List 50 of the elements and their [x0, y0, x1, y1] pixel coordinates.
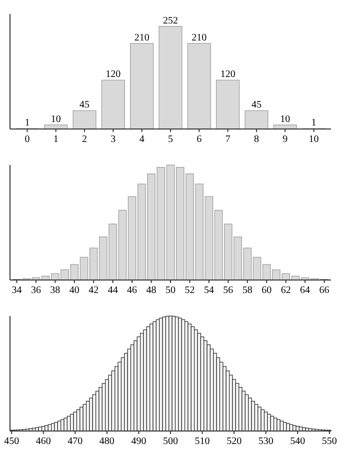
- data-label: 1: [311, 118, 316, 129]
- x-tick-label: 550: [322, 436, 337, 447]
- x-tick-label: 4: [139, 134, 144, 145]
- x-tick-label: 2: [82, 134, 88, 145]
- x-tick-label: 7: [225, 134, 230, 145]
- x-tick-label: 470: [68, 436, 83, 447]
- data-label: 120: [220, 69, 236, 80]
- x-tick-label: 520: [226, 436, 242, 447]
- x-tick-label: 50: [166, 285, 176, 296]
- data-label: 10: [50, 114, 61, 125]
- x-tick-label: 6: [196, 134, 202, 145]
- data-label: 1: [24, 118, 30, 129]
- x-tick-label: 480: [99, 436, 114, 447]
- x-tick-label: 64: [300, 285, 310, 296]
- x-tick-label: 62: [280, 285, 291, 296]
- x-tick-label: 1: [53, 134, 58, 145]
- x-tick-label: 530: [258, 436, 274, 447]
- data-label: 210: [192, 32, 207, 44]
- x-tick-label: 450: [4, 436, 20, 447]
- x-tick-label: 490: [131, 436, 146, 447]
- data-label: 10: [280, 114, 290, 125]
- x-tick-label: 54: [204, 285, 214, 296]
- x-tick-label: 66: [319, 285, 330, 296]
- data-label: 45: [80, 100, 90, 111]
- x-tick-label: 42: [88, 285, 99, 296]
- data-label: 45: [251, 100, 262, 111]
- x-tick-label: 40: [69, 285, 80, 296]
- x-tick-label: 34: [12, 285, 22, 296]
- x-tick-label: 60: [262, 285, 272, 296]
- data-label: 252: [163, 15, 178, 26]
- x-tick-label: 460: [36, 436, 51, 447]
- x-tick-label: 44: [108, 285, 118, 296]
- x-tick-label: 36: [30, 285, 41, 296]
- x-tick-label: 0: [24, 134, 30, 145]
- x-tick-label: 52: [184, 285, 195, 296]
- data-label: 120: [106, 69, 121, 80]
- x-tick-label: 38: [50, 285, 60, 296]
- x-tick-label: 3: [110, 134, 116, 145]
- data-label: 210: [134, 32, 150, 44]
- x-tick-label: 500: [163, 436, 178, 447]
- x-tick-label: 5: [168, 134, 173, 145]
- x-tick-label: 8: [254, 134, 259, 145]
- x-tick-label: 540: [290, 436, 306, 447]
- x-tick-label: 46: [127, 285, 138, 296]
- x-tick-label: 9: [282, 134, 288, 145]
- x-tick-label: 58: [242, 285, 252, 296]
- x-tick-label: 56: [223, 285, 234, 296]
- x-tick-label: 48: [146, 285, 156, 296]
- x-tick-label: 10: [308, 134, 319, 145]
- x-tick-label: 510: [194, 436, 210, 447]
